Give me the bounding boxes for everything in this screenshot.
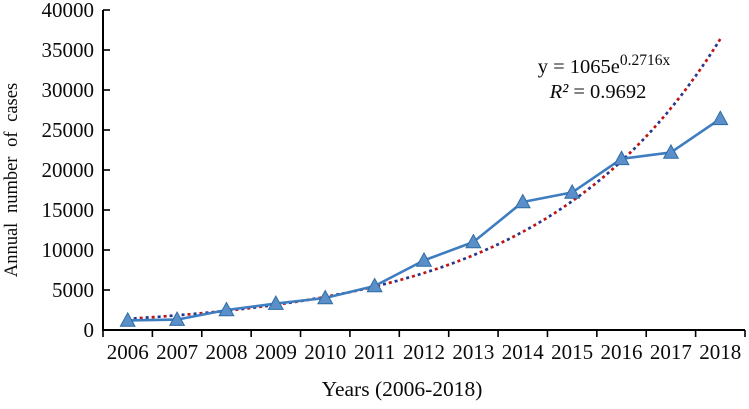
r-squared-label: R² = 0.9692 [549,81,647,103]
x-axis-tick-label: 2013 [452,340,494,364]
x-axis-tick-label: 2008 [205,340,247,364]
y-axis-tick-label: 0 [84,318,95,342]
data-point-marker-2014 [514,193,531,209]
equation-exponent-text: 0.2716x [620,52,671,69]
data-point-marker-2011 [366,277,383,293]
r-squared-symbol: R² [549,81,570,103]
r-squared-value: = 0.9692 [568,81,646,103]
data-point-marker-2018 [712,110,729,126]
data-point-marker-2012 [415,251,433,267]
data-point-marker-2015 [564,183,581,199]
y-axis-tick-label: 25000 [42,118,95,142]
y-axis-tick-label: 10000 [42,238,95,262]
data-point-marker-2010 [317,289,334,305]
x-axis-tick-label: 2009 [255,340,297,364]
data-point-marker-2009 [267,295,284,310]
x-axis-tick-label: 2018 [699,340,741,364]
x-axis-tick-label: 2010 [304,340,346,364]
data-point-marker-2016 [613,150,630,166]
data-point-marker-2017 [662,143,680,159]
x-axis-title: Years (2006-2018) [322,377,483,401]
data-point-marker-2013 [465,233,482,249]
y-axis-title: Annual number of cases [2,83,22,277]
x-axis-tick-label: 2011 [354,340,395,364]
x-axis-tick-label: 2014 [502,340,545,364]
y-axis-tick-label: 30000 [42,78,95,102]
y-axis-tick-label: 15000 [42,198,95,222]
x-axis-tick-label: 2017 [650,340,692,364]
trendline-equation-label: y = 1065e0.2716x [538,52,671,78]
series-line [126,117,722,322]
x-axis-tick-label: 2016 [601,340,643,364]
x-axis-tick-label: 2012 [403,340,445,364]
equation-base-text: y = 1065e [538,56,620,78]
data-point-marker-2007 [168,311,186,326]
data-point-marker-2008 [218,301,235,317]
y-axis-tick-label: 40000 [42,0,95,22]
x-axis-tick-label: 2015 [551,340,593,364]
x-axis-tick-label: 2006 [107,340,149,364]
y-axis-tick-label: 20000 [42,158,95,182]
data-point-marker-2006 [119,311,136,327]
x-axis-tick-label: 2007 [156,340,198,364]
y-axis-tick-label: 35000 [42,38,95,62]
y-axis-tick-label: 5000 [52,278,94,302]
